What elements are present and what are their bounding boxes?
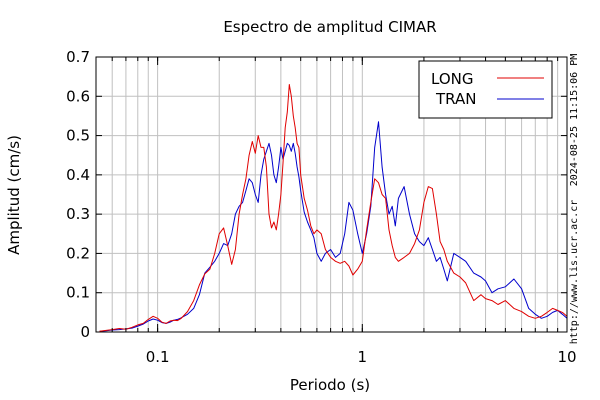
url-annotation: http://www.lis.ucr.ac.cr [569, 200, 580, 345]
legend-label-long: LONG [431, 70, 473, 88]
chart-title: Espectro de amplitud CIMAR [223, 18, 436, 36]
axis-ticks: 0 0.1 0.2 0.3 0.4 0.5 0.6 0.7 0.1 1 10 [66, 48, 576, 366]
y-tick-label: 0.7 [66, 48, 90, 66]
y-tick-label: 0.5 [66, 127, 90, 145]
plot-frame [95, 56, 568, 333]
x-tick-label: 1 [358, 348, 368, 366]
x-tick-label: 10 [557, 348, 576, 366]
legend: LONG TRAN [418, 60, 553, 119]
legend-label-tran: TRAN [435, 90, 476, 108]
y-tick-label: 0.4 [66, 166, 90, 184]
timestamp-annotation: 2024-08-25 11:15:06 PM [569, 54, 580, 186]
y-tick-label: 0.3 [66, 205, 90, 223]
series-line-long [99, 84, 568, 332]
series-line-tran [99, 121, 568, 332]
y-tick-label: 0.2 [66, 244, 90, 262]
legend-box [418, 60, 553, 119]
y-tick-label: 0.1 [66, 284, 90, 302]
x-tick-label: 0.1 [146, 348, 170, 366]
y-axis-label: Amplitud (cm/s) [5, 135, 23, 255]
y-tick-label: 0 [80, 323, 90, 341]
series-lines [99, 84, 568, 332]
y-tick-label: 0.6 [66, 87, 90, 105]
x-axis-label: Periodo (s) [290, 376, 370, 394]
